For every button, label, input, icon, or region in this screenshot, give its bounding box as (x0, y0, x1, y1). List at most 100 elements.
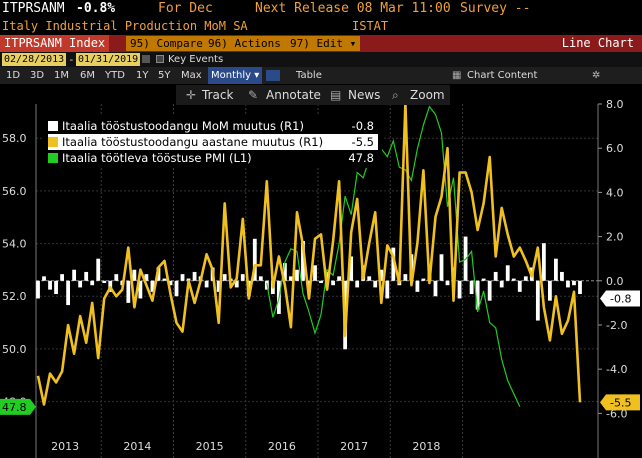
mom-bar (283, 263, 287, 281)
period-5y[interactable]: 5Y (158, 70, 171, 81)
period-1y[interactable]: 1Y (136, 70, 149, 81)
period-max[interactable]: Max (181, 70, 202, 81)
table-button[interactable]: Table (296, 70, 322, 81)
legend-item-pmi[interactable]: Itaalia töötleva tööstuse PMI (L1) 47.8 (48, 150, 378, 166)
mom-bar (457, 280, 462, 299)
mom-bar (42, 276, 46, 281)
period-3d[interactable]: 3D (30, 70, 45, 81)
mom-bar (90, 280, 95, 286)
mom-bar (337, 276, 342, 281)
key-events-checkbox[interactable] (156, 55, 164, 63)
mom-bar (560, 271, 564, 281)
mom-bar (523, 276, 528, 281)
mom-bar (325, 271, 329, 281)
settings-gear-icon[interactable]: ✲ (592, 70, 601, 81)
mom-bar (60, 274, 64, 281)
security-index-field[interactable]: ITPRSANM Index (0, 35, 110, 52)
period-1m[interactable]: 1M (54, 70, 69, 81)
mom-bar (132, 269, 137, 281)
legend-item-mom[interactable]: Itaalia tööstustoodangu MoM muutus (R1) … (48, 118, 378, 134)
mom-bar (114, 274, 119, 281)
annotate-icon[interactable]: ✎ (248, 88, 259, 102)
mom-bar (48, 280, 52, 290)
source-label: ISTAT (352, 19, 389, 33)
header-bar: ITPRSANM -0.8% For Dec Next Release 08 M… (0, 0, 642, 18)
mom-bar (252, 238, 257, 281)
track-icon[interactable]: ✛ (186, 88, 197, 102)
mom-bar (222, 274, 227, 281)
right-axis-tick: 2.0 (606, 231, 624, 244)
x-tick-label: 2016 (268, 440, 296, 453)
legend-label-yoy: Itaalia tööstustoodangu aastane muutus (… (62, 135, 324, 149)
right-axis-tick: -4.0 (606, 363, 627, 376)
chart-tool-strip (176, 85, 450, 105)
mom-bar (84, 271, 89, 281)
line-chart-icon[interactable] (266, 70, 280, 81)
mom-bar (367, 276, 372, 281)
start-date-field[interactable]: 02/28/2013 (2, 53, 67, 66)
survey-label: Survey -- (460, 1, 531, 16)
mom-bar (138, 280, 143, 299)
news-icon[interactable]: ▤ (330, 88, 342, 102)
left-last-value: 47.8 (2, 401, 27, 414)
legend-value-mom: -0.8 (351, 119, 374, 133)
mom-bar (240, 274, 245, 281)
mom-bar (313, 265, 317, 281)
period-6m[interactable]: 6M (80, 70, 95, 81)
mom-bar (331, 280, 335, 286)
yoy-line (36, 102, 582, 406)
mom-bar (96, 258, 101, 281)
mom-bar (216, 280, 221, 292)
mom-bar (168, 280, 173, 286)
period-1d[interactable]: 1D (6, 70, 21, 81)
legend-label-pmi: Itaalia töötleva tööstuse PMI (L1) (62, 151, 252, 165)
x-tick-label: 2014 (123, 440, 151, 453)
edit-button[interactable]: 97) Edit ▾ (286, 36, 361, 51)
mom-bar (535, 280, 540, 321)
mom-bar (307, 280, 311, 288)
frequency-dropdown[interactable]: Monthly ▾ (208, 67, 263, 84)
mom-bar (289, 276, 293, 281)
left-axis-tick: 56.0 (2, 185, 27, 198)
calendar-icon[interactable] (142, 55, 150, 63)
compare-button[interactable]: 95) Compare (126, 36, 207, 51)
mom-bar (511, 278, 516, 281)
zoom-button[interactable]: Zoom (410, 88, 445, 102)
mom-bar (66, 280, 71, 306)
security-description: Italy Industrial Production MoM SA (2, 19, 248, 33)
pmi-line (266, 105, 521, 408)
mom-bar (192, 271, 197, 281)
key-events-label: Key Events (168, 54, 224, 65)
mom-bar (72, 269, 77, 281)
date-separator: - (68, 53, 75, 66)
mom-bar (385, 280, 390, 299)
mom-bar (499, 280, 504, 288)
next-release-label: Next Release 08 Mar 11:00 (255, 1, 451, 16)
mom-bar (475, 280, 480, 310)
mom-bar (174, 280, 179, 297)
legend-item-yoy[interactable]: Itaalia tööstustoodangu aastane muutus (… (48, 134, 378, 150)
news-button[interactable]: News (348, 88, 381, 102)
chart-legend: Itaalia tööstustoodangu MoM muutus (R1) … (42, 116, 382, 168)
end-date-field[interactable]: 01/31/2019 (76, 53, 141, 66)
legend-swatch-pmi (48, 153, 58, 163)
zoom-icon[interactable]: ⌕ (392, 88, 399, 102)
mom-bar (541, 243, 546, 281)
track-button[interactable]: Track (202, 88, 234, 102)
chart-type-label: Line Chart (561, 36, 634, 50)
mom-bar (572, 280, 576, 286)
mom-bar (379, 269, 384, 281)
annotate-button[interactable]: Annotate (266, 88, 321, 102)
chart-content-icon[interactable]: ▦ (452, 70, 462, 81)
for-label: For Dec (158, 1, 213, 16)
period-ytd[interactable]: YTD (105, 70, 125, 81)
actions-button[interactable]: 96) Actions ▾ (204, 36, 299, 51)
mom-bar (445, 280, 450, 286)
left-last-value-tag (0, 398, 36, 415)
right-top-value: -0.8 (610, 292, 631, 305)
right-top-value-tag (600, 290, 640, 307)
change-value: -0.8% (76, 1, 116, 16)
chart-content-button[interactable]: Chart Content (467, 70, 538, 81)
mom-bar (566, 280, 570, 288)
ticker-label: ITPRSANM (2, 1, 65, 16)
